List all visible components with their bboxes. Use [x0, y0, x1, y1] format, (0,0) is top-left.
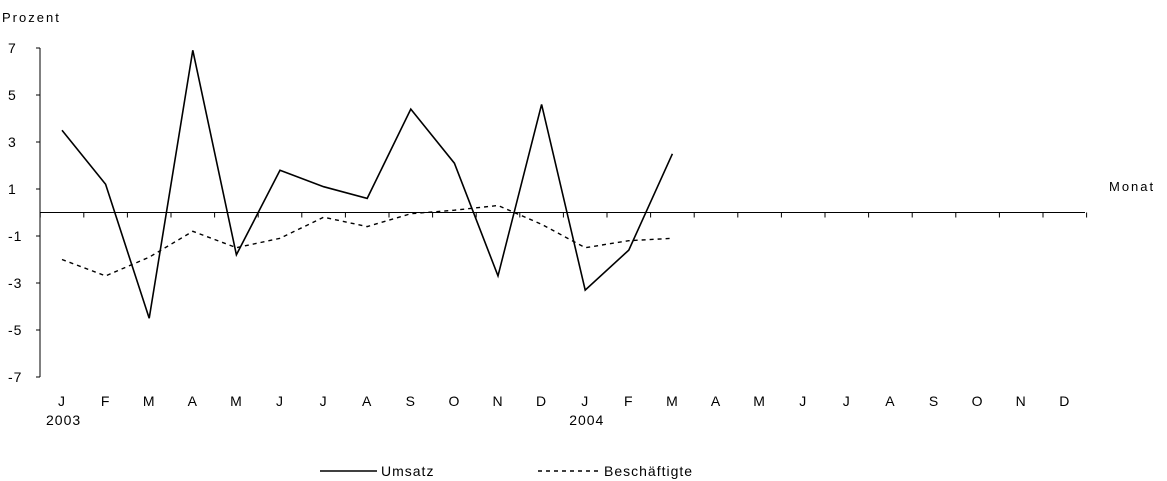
- x-tick-label: J: [581, 393, 589, 409]
- y-tick-label: 3: [8, 134, 17, 150]
- x-tick-label: D: [536, 393, 547, 409]
- axes: [36, 47, 1088, 378]
- y-tick-label: 5: [8, 87, 17, 103]
- x-tick-label: S: [929, 393, 939, 409]
- legend: Umsatz Beschäftigte: [320, 463, 693, 479]
- y-tick-label: -3: [8, 275, 22, 291]
- x-tick-label: A: [188, 393, 198, 409]
- year-label: 2004: [569, 412, 604, 428]
- x-tick-label: M: [143, 393, 156, 409]
- x-tick-label: N: [1016, 393, 1027, 409]
- legend-label: Beschäftigte: [604, 463, 693, 479]
- x-axis-title: Monat: [1109, 179, 1155, 194]
- y-tick-label: -1: [8, 228, 22, 244]
- x-tick-labels: J F M A M J J A S O N D J F M A M J J A S O N D 2003 2004: [46, 393, 1070, 428]
- y-tick-label: 7: [8, 40, 17, 56]
- y-tick-label: 1: [8, 181, 17, 197]
- x-tick-label: J: [276, 393, 284, 409]
- x-tick-label: M: [753, 393, 766, 409]
- x-tick-label: M: [666, 393, 679, 409]
- x-tick-label: J: [843, 393, 851, 409]
- y-tick-labels: 7 5 3 1 -1 -3 -5 -7: [8, 40, 22, 385]
- series-line-umsatz: [61, 50, 674, 319]
- x-tick-label: O: [972, 393, 984, 409]
- x-tick-label: D: [1059, 393, 1070, 409]
- x-tick-label: A: [362, 393, 372, 409]
- x-tick-label: J: [320, 393, 328, 409]
- y-axis-title: Prozent: [2, 10, 61, 25]
- x-tick-label: A: [885, 393, 895, 409]
- series-lines: [61, 50, 674, 319]
- y-tick-label: -5: [8, 322, 22, 338]
- x-tick-label: J: [58, 393, 66, 409]
- y-tick-label: -7: [8, 369, 22, 385]
- x-tick-label: S: [406, 393, 416, 409]
- x-tick-label: F: [624, 393, 634, 409]
- year-label: 2003: [46, 412, 81, 428]
- x-tick-label: M: [230, 393, 243, 409]
- x-tick-label: F: [101, 393, 111, 409]
- series-line-beschaeftigte: [61, 204, 673, 277]
- x-tick-label: J: [799, 393, 807, 409]
- legend-label: Umsatz: [381, 463, 434, 479]
- x-tick-label: O: [448, 393, 460, 409]
- x-tick-label: A: [711, 393, 721, 409]
- x-tick-label: N: [492, 393, 503, 409]
